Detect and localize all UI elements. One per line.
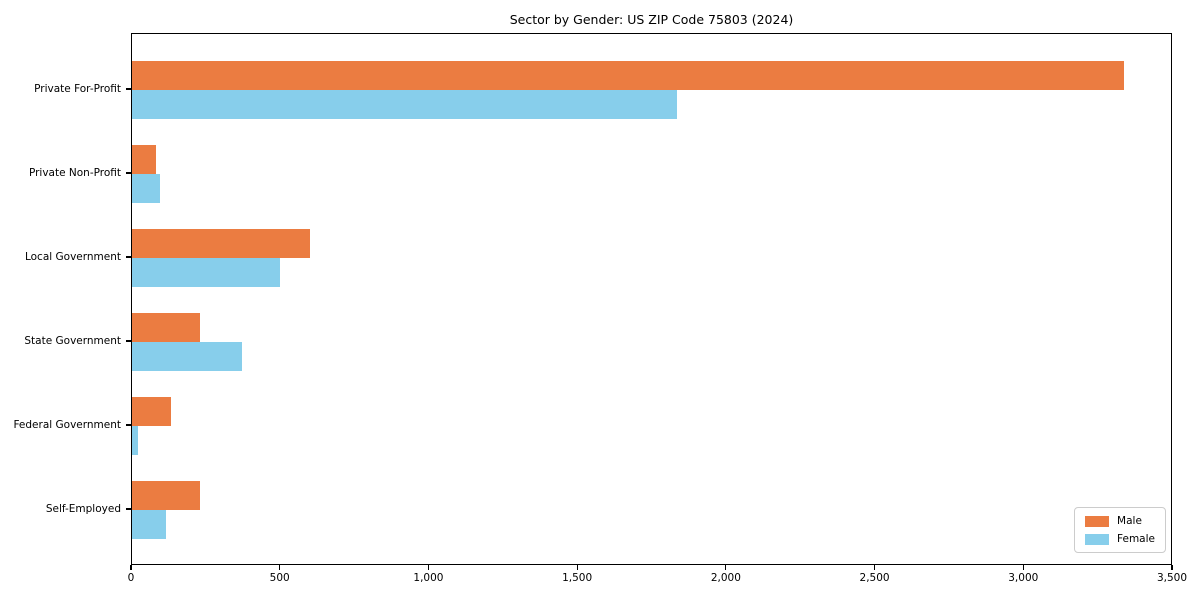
y-tick-mark [126,340,131,342]
x-tick-mark [725,565,727,570]
bar-female [132,90,677,119]
bar-female [132,258,281,287]
bar-female [132,174,161,203]
bar-male [132,397,171,426]
legend-label-male: Male [1117,515,1142,527]
x-tick-label: 2,500 [859,572,890,584]
bar-male [132,313,201,342]
x-tick-label: 3,000 [1008,572,1039,584]
x-tick-label: 3,500 [1156,572,1188,584]
legend-swatch-male [1085,515,1110,527]
plot-area: Male Female [131,33,1172,565]
bar-male [132,61,1124,90]
x-tick-label: 2,000 [710,572,741,584]
x-tick-mark [873,565,876,570]
x-tick-label: 1,500 [562,572,593,584]
bar-male [132,481,201,510]
y-tick-label: Local Government [24,251,121,263]
x-tick-mark [1022,565,1024,570]
x-tick-mark [576,565,578,570]
x-tick-mark [279,565,281,570]
x-tick-label: 500 [269,572,290,584]
legend-label-female: Female [1117,533,1155,545]
y-tick-mark [126,172,131,174]
legend-item-female: Female [1085,533,1155,545]
chart-title: Sector by Gender: US ZIP Code 75803 (202… [509,12,794,27]
bar-female [132,426,138,455]
x-tick-mark [427,565,430,570]
legend-swatch-female [1085,533,1110,545]
bar-female [132,510,167,539]
y-tick-mark [126,88,131,90]
bar-female [132,342,242,371]
bar-male [132,229,311,258]
y-tick-label: Federal Government [13,419,121,431]
y-tick-label: State Government [24,335,121,347]
y-tick-mark [126,508,131,510]
y-tick-label: Private For-Profit [34,83,121,95]
y-tick-mark [126,424,131,426]
y-tick-label: Self-Employed [45,503,121,515]
y-tick-label: Private Non-Profit [28,167,121,179]
x-tick-label: 1,000 [413,572,444,584]
bar-male [132,145,156,174]
legend-item-male: Male [1085,515,1155,527]
x-tick-mark [1171,565,1173,570]
x-tick-label: 0 [127,572,135,584]
y-tick-mark [126,256,131,258]
x-tick-mark [130,565,132,570]
legend: Male Female [1074,507,1166,553]
